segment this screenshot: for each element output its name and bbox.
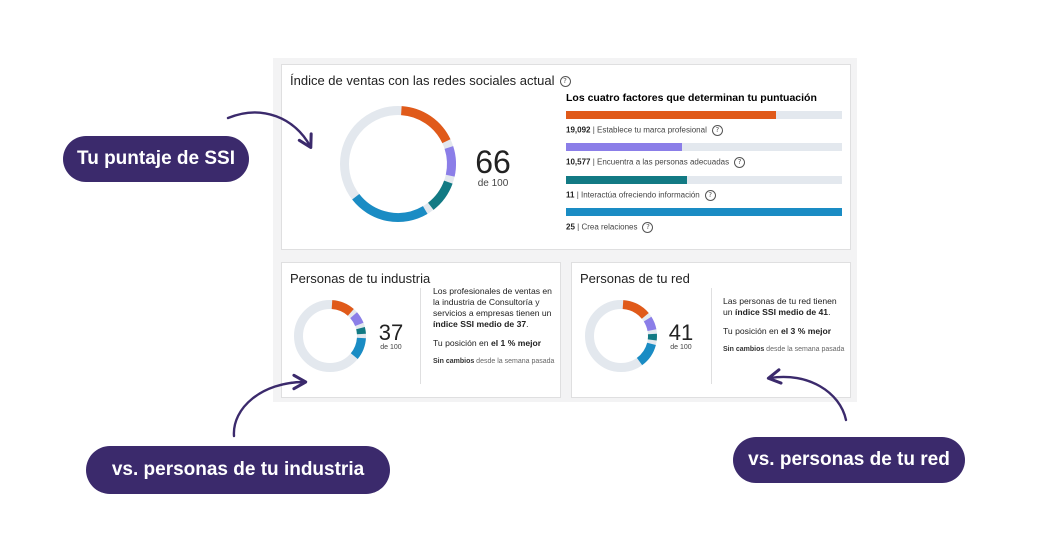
question-circle-icon[interactable]: ? xyxy=(559,76,571,88)
network-callout-label: vs. personas de tu red xyxy=(733,437,965,483)
network-donut-chart xyxy=(585,300,657,372)
ssi-donut-chart xyxy=(340,106,456,222)
factor-label: 25 | Crea relaciones? xyxy=(566,222,842,233)
network-title: Personas de tu red xyxy=(580,271,690,286)
factor-value: 19,092 xyxy=(566,125,591,135)
donut-segment xyxy=(350,312,364,327)
factor-value: 25 xyxy=(566,222,575,232)
factor-bar-fill xyxy=(566,208,842,216)
network-description: Las personas de tu red tienen un índice … xyxy=(723,296,845,354)
question-circle-icon[interactable]: ? xyxy=(642,222,654,233)
factor-value: 10,577 xyxy=(566,157,591,167)
factor-row: 11 | Interactúa ofreciendo información? xyxy=(566,176,842,201)
factor-row: 25 | Crea relaciones? xyxy=(566,208,842,233)
factor-bar-track xyxy=(566,143,842,151)
industry-title: Personas de tu industria xyxy=(290,271,431,286)
ssi-main-card xyxy=(281,64,851,250)
factor-label: 10,577 | Encuentra a las personas adecua… xyxy=(566,157,842,168)
donut-segment xyxy=(331,300,354,316)
donut-segment xyxy=(636,342,656,366)
network-divider xyxy=(711,288,712,384)
ssi-score-of: de 100 xyxy=(477,178,509,189)
industry-description: Los profesionales de ventas en la indust… xyxy=(433,286,555,366)
factor-label: 11 | Interactúa ofreciendo información? xyxy=(566,190,842,201)
factor-bar-fill xyxy=(566,111,776,119)
ssi-arrow xyxy=(226,111,313,149)
factor-value: 11 xyxy=(566,190,575,200)
donut-segment xyxy=(400,106,451,144)
donut-segment xyxy=(356,327,366,335)
factor-label: 19,092 | Establece tu marca profesional? xyxy=(566,125,842,136)
network-change: Sin cambios desde la semana pasada xyxy=(723,346,845,353)
industry-position: Tu posición en el 1 % mejor xyxy=(433,338,542,348)
industry-divider xyxy=(420,288,421,384)
network-summary: Las personas de tu red tienen un índice … xyxy=(723,296,837,317)
factor-row: 19,092 | Establece tu marca profesional? xyxy=(566,111,842,136)
factor-text: | Crea relaciones xyxy=(577,222,638,232)
ssi-score: 66 de 100 xyxy=(466,146,520,189)
industry-summary: Los profesionales de ventas en la indust… xyxy=(433,286,552,329)
factor-text: | Establece tu marca profesional xyxy=(592,125,707,135)
donut-segment xyxy=(350,337,366,359)
donut-segment xyxy=(352,193,428,222)
network-score: 41 de 100 xyxy=(664,320,698,352)
industry-score-value: 37 xyxy=(378,320,404,345)
factor-row: 10,577 | Encuentra a las personas adecua… xyxy=(566,143,842,168)
network-score-value: 41 xyxy=(668,320,694,345)
industry-callout-label: vs. personas de tu industria xyxy=(86,446,390,494)
ssi-score-value: 66 xyxy=(475,144,511,180)
factor-text: | Interactúa ofreciendo información xyxy=(576,190,700,200)
question-circle-icon[interactable]: ? xyxy=(704,190,716,201)
question-circle-icon[interactable]: ? xyxy=(734,157,746,168)
donut-segment xyxy=(622,300,649,320)
industry-arrow xyxy=(232,373,308,438)
network-position: Tu posición en el 3 % mejor xyxy=(723,326,832,336)
industry-score: 37 de 100 xyxy=(374,320,408,352)
industry-change: Sin cambios desde la semana pasada xyxy=(433,358,555,365)
donut-track xyxy=(294,300,366,372)
industry-card xyxy=(281,262,561,398)
donut-segment xyxy=(427,180,453,210)
question-circle-icon[interactable]: ? xyxy=(711,125,723,136)
ssi-main-title: Índice de ventas con las redes sociales … xyxy=(290,73,571,88)
industry-donut-chart xyxy=(294,300,366,372)
factor-bar-fill xyxy=(566,143,682,151)
factor-bar-track xyxy=(566,111,842,119)
industry-score-of: de 100 xyxy=(380,344,402,351)
factors-heading: Los cuatro factores que determinan tu pu… xyxy=(566,92,817,104)
network-score-of: de 100 xyxy=(670,344,692,351)
factor-bar-track xyxy=(566,208,842,216)
factor-bar-fill xyxy=(566,176,688,184)
factor-bar-track xyxy=(566,176,842,184)
donut-segment xyxy=(444,146,456,177)
network-arrow xyxy=(766,368,848,422)
factor-text: | Encuentra a las personas adecuadas xyxy=(592,157,730,167)
ssi-callout-label: Tu puntaje de SSI xyxy=(63,136,249,182)
donut-segment xyxy=(643,316,657,332)
